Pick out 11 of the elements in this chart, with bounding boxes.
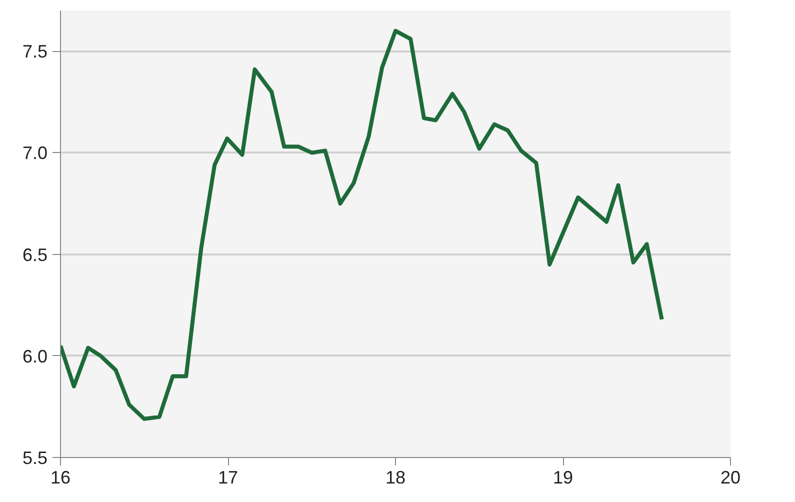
x-tick-label: 16	[50, 468, 71, 488]
line-series	[60, 28, 664, 421]
x-tick-label: 18	[385, 468, 406, 488]
x-tick-label: 17	[218, 468, 238, 488]
y-tick-label: 5.5	[22, 448, 48, 468]
x-tick-label: 20	[720, 468, 741, 488]
y-tick-label: 7.5	[22, 42, 48, 62]
x-tick-label: 19	[552, 468, 574, 488]
y-tick-label: 7.0	[22, 143, 48, 164]
y-tick-label: 6.5	[22, 244, 48, 265]
y-tick-label: 6.0	[22, 346, 48, 366]
